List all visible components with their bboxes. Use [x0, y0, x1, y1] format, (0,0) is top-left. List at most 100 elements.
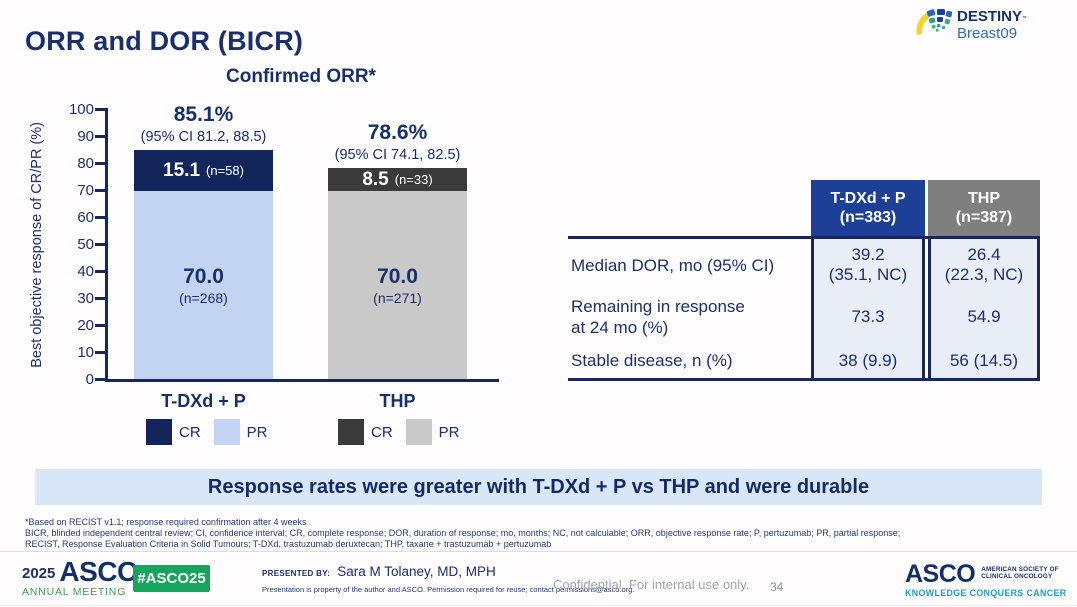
footnotes: *Based on RECIST v1.1; response required… — [25, 517, 1065, 550]
y-tick-mark — [95, 216, 105, 219]
x-category-label-thp: THP — [379, 391, 416, 411]
y-tick-label: 0 — [85, 371, 94, 388]
y-tick-label: 40 — [77, 263, 94, 280]
asco-annual-meeting-logo: 2025 ASCO ANNUAL MEETING — [22, 556, 139, 599]
table-column-thp: 26.4 (22.3, NC) 54.9 56 (14.5) — [928, 239, 1040, 378]
table-cell: 38 (9.9) — [814, 343, 922, 378]
asco-society-wordmark: ASCO — [905, 560, 976, 588]
conclusion-banner: Response rates were greater with T-DXd +… — [35, 469, 1042, 505]
table-cell: 54.9 — [931, 291, 1037, 343]
table-row-label-stable-disease: Stable disease, n (%) — [568, 343, 806, 378]
legend-group-tdxd: CR PR — [146, 419, 268, 445]
asco-society-line1: AMERICAN SOCIETY OF — [981, 566, 1059, 573]
page-number: 34 — [770, 580, 784, 594]
hashtag-badge: #ASCO25 — [133, 565, 210, 592]
cell-value: 39.2 — [851, 245, 885, 264]
page-title: ORR and DOR (BICR) — [25, 26, 304, 56]
cell-value: 54.9 — [967, 307, 1001, 326]
destiny-fan-icon — [912, 8, 953, 42]
table-header-thp-line2: (n=387) — [955, 209, 1013, 226]
row-label-text2: at 24 mo (%) — [571, 318, 669, 337]
footer-divider — [0, 551, 1077, 552]
y-axis-line — [105, 108, 108, 382]
bar1-cr-value: 15.1 — [163, 159, 201, 181]
bar2-ci: (95% CI 74.1, 82.5) — [334, 147, 461, 163]
y-tick-mark — [95, 351, 105, 354]
table-cell: 56 (14.5) — [931, 343, 1037, 378]
cell-value2: (22.3, NC) — [944, 265, 1024, 284]
row-label-text: Stable disease, n (%) — [571, 351, 733, 370]
legend-swatch-cr-gray — [338, 419, 364, 445]
y-tick-mark — [95, 189, 105, 192]
y-axis-label: Best objective response of CR/PR (%) — [29, 122, 45, 368]
legend-group-thp: CR PR — [338, 419, 460, 445]
confidential-note: Confidential. For internal use only. — [553, 577, 750, 592]
legend-swatch-pr-blue — [213, 419, 240, 445]
bar2-pr-segment: 70.0 (n=271) — [328, 191, 467, 379]
table-row-label-remaining: Remaining in response at 24 mo (%) — [568, 291, 806, 343]
y-tick-label: 30 — [77, 290, 94, 307]
table-column-tdxd: 39.2 (35.1, NC) 73.3 38 (9.9) — [811, 239, 925, 378]
y-tick-label: 50 — [77, 236, 94, 253]
destiny-breast09-logo: DESTINY-Breast09 — [912, 8, 1077, 42]
y-tick-mark — [95, 108, 105, 111]
table-bottom-rule — [568, 378, 1040, 381]
bar1-cr-segment: 15.1 (n=58) — [134, 150, 273, 191]
table-top-rule — [568, 236, 1040, 239]
y-tick-label: 60 — [77, 209, 94, 226]
asco-society-line2: CLINICAL ONCOLOGY — [981, 573, 1053, 581]
bar2-cr-value: 8.5 — [362, 168, 389, 190]
legend-swatch-cr-navy — [146, 419, 172, 445]
asco-tagline: KNOWLEDGE CONQUERS CANCER — [905, 588, 1067, 598]
table-header-tdxd: T-DXd + P (n=383) — [811, 180, 925, 236]
y-tick-mark — [95, 243, 105, 246]
y-tick-label: 10 — [77, 344, 94, 361]
asco-wordmark: ASCO — [59, 556, 139, 587]
y-axis-label-wrap: Best objective response of CR/PR (%) — [26, 108, 48, 382]
footnote-line1: *Based on RECIST v1.1; response required… — [25, 517, 307, 527]
row-label-text: Median DOR, mo (95% CI) — [571, 255, 775, 275]
table-header-thp: THP (n=387) — [928, 180, 1040, 236]
conclusion-text: Response rates were greater with T-DXd +… — [207, 475, 870, 498]
legend-swatch-pr-gray — [405, 419, 432, 445]
bar1-pr-n: (n=268) — [179, 289, 228, 306]
table-header-tdxd-line2: (n=383) — [839, 209, 897, 226]
chart-title: Confirmed ORR* — [226, 66, 376, 87]
hashtag-text: #ASCO25 — [137, 570, 206, 587]
table-cell: 73.3 — [814, 291, 922, 343]
x-axis-line — [105, 379, 499, 382]
cell-value: 73.3 — [851, 307, 885, 326]
bottom-edge-line — [0, 605, 1077, 606]
table-row-label-median-dor: Median DOR, mo (95% CI) — [568, 239, 806, 291]
presented-by-block: PRESENTED BY: Sara M Tolaney, MD, MPH Pr… — [262, 564, 634, 594]
y-tick-mark — [95, 162, 105, 165]
permission-note: Presentation is property of the author a… — [262, 585, 635, 594]
legend-label-cr: CR — [179, 423, 201, 441]
destiny-logo-name: DESTINY — [957, 8, 1023, 25]
bar1-pr-segment: 70.0 (n=268) — [134, 191, 273, 379]
bar2-cr-segment: 8.5 (n=33) — [328, 168, 467, 191]
annual-meeting-label: ANNUAL MEETING — [22, 586, 127, 598]
y-tick-label: 100 — [68, 101, 94, 118]
y-tick-label: 80 — [77, 155, 94, 172]
row-label-text: Remaining in response — [571, 297, 745, 316]
asco-year: 2025 — [22, 565, 56, 582]
y-tick-mark — [95, 324, 105, 327]
footnote-line2: BICR, blinded independent central review… — [25, 528, 901, 538]
y-tick-mark — [95, 135, 105, 138]
bar1-pr-value: 70.0 — [183, 264, 224, 288]
legend-label-cr: CR — [371, 423, 393, 441]
table-cell: 26.4 (22.3, NC) — [931, 239, 1037, 291]
bar2-pr-value: 70.0 — [377, 264, 418, 288]
cell-value: 56 (14.5) — [949, 350, 1019, 370]
table-header-tdxd-line1: T-DXd + P — [830, 190, 906, 207]
bar1-total-pct: 85.1% — [173, 103, 234, 126]
bar2-total-pct: 78.6% — [367, 121, 428, 144]
y-tick-mark — [95, 270, 105, 273]
table-header-thp-line1: THP — [968, 190, 1000, 207]
cell-value: 38 (9.9) — [838, 350, 898, 370]
y-tick-label: 20 — [77, 317, 94, 334]
presented-by-label: PRESENTED BY: — [262, 569, 331, 578]
cell-value: 26.4 — [967, 245, 1001, 264]
